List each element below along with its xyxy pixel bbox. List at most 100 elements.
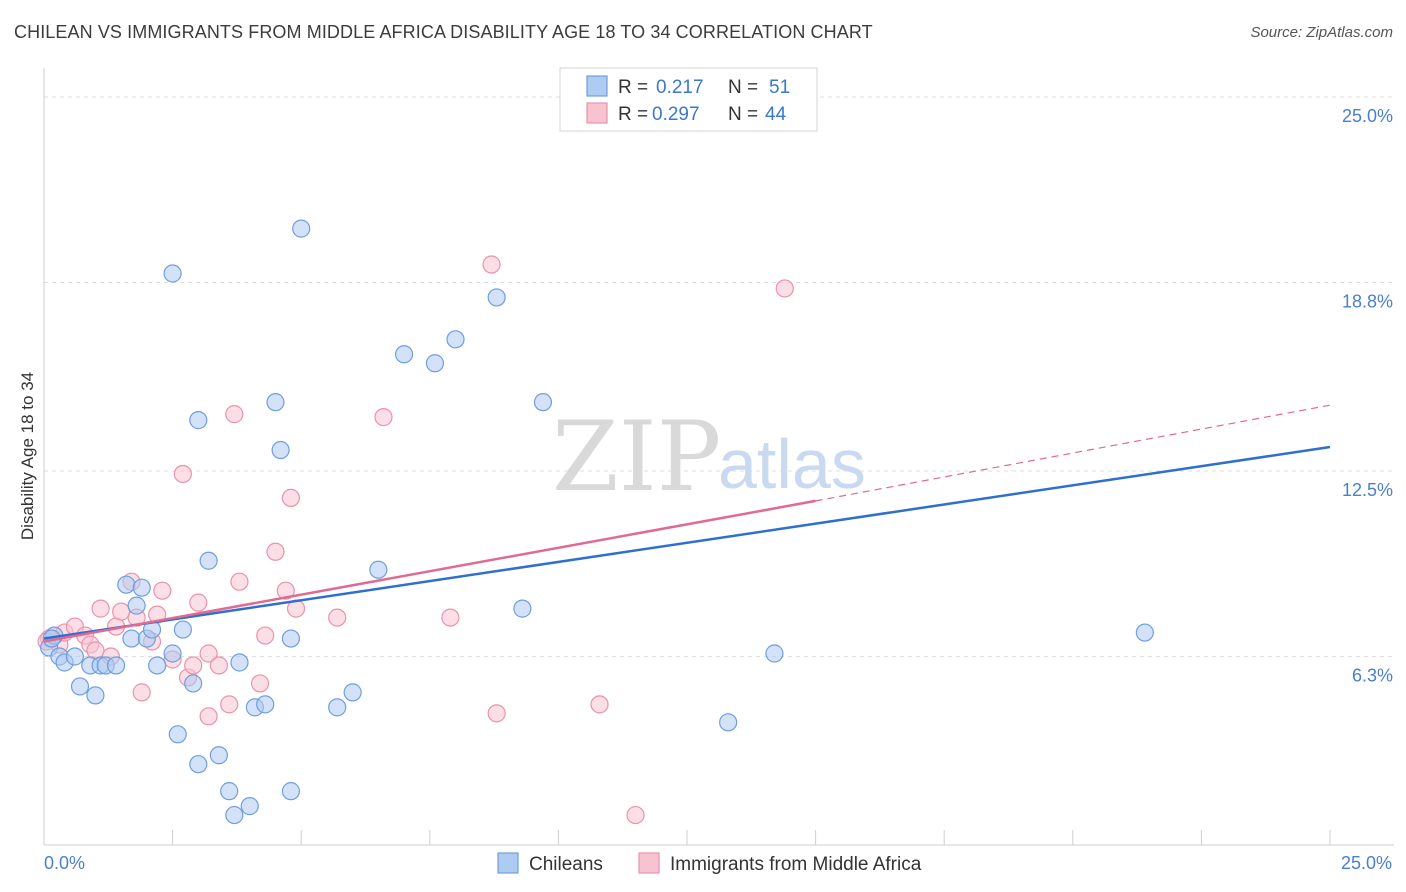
y-tick-labels: 6.3% 12.5% 18.8% 25.0% xyxy=(1342,106,1393,686)
chileans-point xyxy=(148,656,167,675)
legend-n-value-immigrants: 44 xyxy=(765,104,787,125)
chileans-point xyxy=(117,575,136,594)
chileans-point xyxy=(65,647,84,666)
bottom-legend: Chileans Immigrants from Middle Africa xyxy=(497,852,922,875)
immigrants-point xyxy=(132,683,151,702)
immigrants-point xyxy=(184,656,203,675)
immigrants-point xyxy=(626,805,645,825)
trend-lines xyxy=(43,404,1331,643)
chileans-point xyxy=(425,354,445,373)
chileans-point xyxy=(225,805,244,825)
chileans-point xyxy=(719,713,738,732)
immigrants-trend-line-extension xyxy=(815,404,1331,502)
legend-r-value-chileans: 0.217 xyxy=(656,77,704,98)
source-label: Source: ZipAtlas.com xyxy=(1250,24,1393,41)
chileans-point xyxy=(189,755,208,774)
y-tick-label: 6.3% xyxy=(1352,665,1393,685)
bottom-legend-label-chileans: Chileans xyxy=(529,854,603,875)
chileans-point xyxy=(163,264,182,283)
watermark-zip: ZIP xyxy=(552,401,721,513)
x-tick-label-min: 0.0% xyxy=(44,853,85,873)
chileans-point xyxy=(106,656,126,675)
chileans-point xyxy=(343,683,362,702)
chileans-point xyxy=(184,674,203,693)
legend-r-value-immigrants: 0.297 xyxy=(652,104,700,125)
immigrants-point xyxy=(112,602,131,621)
axes xyxy=(43,68,1394,846)
chileans-points xyxy=(40,219,1154,825)
immigrants-trend-line xyxy=(43,499,816,643)
chileans-point xyxy=(271,440,290,460)
chileans-point xyxy=(487,288,506,307)
immigrants-point xyxy=(775,279,794,298)
chileans-point xyxy=(266,393,285,412)
y-tick-label: 18.8% xyxy=(1342,291,1393,311)
immigrants-point xyxy=(153,581,172,600)
chileans-point xyxy=(394,345,414,364)
chileans-point xyxy=(163,644,182,663)
chileans-point xyxy=(168,725,187,744)
watermark-atlas: atlas xyxy=(718,425,866,503)
chileans-point xyxy=(533,393,553,412)
legend-swatch-chileans xyxy=(586,75,608,97)
x-tick-label-max: 25.0% xyxy=(1341,853,1392,873)
chileans-point xyxy=(122,629,141,648)
legend-r-label-chileans: R = xyxy=(618,77,648,98)
immigrants-point xyxy=(250,674,270,693)
legend: R = 0.217 N = 51 R = 0.297 N = 44 xyxy=(559,67,818,132)
immigrants-point xyxy=(281,488,301,508)
chileans-point xyxy=(328,698,347,717)
immigrants-point xyxy=(220,695,239,714)
immigrants-points xyxy=(37,255,794,825)
chileans-point xyxy=(189,411,208,430)
y-axis-title: Disability Age 18 to 34 xyxy=(18,372,37,540)
chileans-point xyxy=(199,551,218,570)
chileans-point xyxy=(209,746,228,765)
immigrants-point xyxy=(91,599,110,618)
bottom-legend-swatch-chileans xyxy=(497,852,519,874)
chileans-point xyxy=(173,620,192,639)
chileans-point xyxy=(446,330,465,349)
chileans-point xyxy=(220,782,239,801)
y-tick-label: 12.5% xyxy=(1342,480,1393,500)
chileans-point xyxy=(513,599,532,618)
immigrants-point xyxy=(209,656,228,675)
chart-title: CHILEAN VS IMMIGRANTS FROM MIDDLE AFRICA… xyxy=(14,22,873,42)
immigrants-point xyxy=(590,695,609,714)
bottom-legend-swatch-immigrants xyxy=(638,852,660,874)
chileans-point xyxy=(281,782,301,801)
chileans-point xyxy=(132,578,151,597)
chileans-point xyxy=(230,653,249,672)
immigrants-point xyxy=(374,408,393,427)
immigrants-point xyxy=(256,626,275,645)
chileans-point xyxy=(765,644,784,663)
immigrants-point xyxy=(276,581,295,600)
legend-n-value-chileans: 51 xyxy=(769,77,790,98)
immigrants-point xyxy=(482,255,501,274)
watermark: ZIP atlas xyxy=(552,401,866,513)
chileans-point xyxy=(369,560,388,579)
immigrants-point xyxy=(189,593,208,612)
x-tick-labels: 0.0% 25.0% xyxy=(44,853,1392,873)
chileans-trend-line xyxy=(43,445,1331,640)
chileans-point xyxy=(70,677,90,696)
legend-n-label-chileans: N = xyxy=(728,77,758,98)
immigrants-point xyxy=(328,608,347,627)
immigrants-point xyxy=(173,464,192,484)
immigrants-point xyxy=(199,707,218,726)
chileans-point xyxy=(86,686,105,705)
immigrants-point xyxy=(487,704,506,723)
legend-swatch-immigrants xyxy=(586,102,608,124)
legend-r-label-immigrants: R = xyxy=(618,104,648,125)
y-tick-label: 25.0% xyxy=(1342,106,1393,126)
legend-n-label-immigrants: N = xyxy=(728,104,758,125)
chileans-point xyxy=(127,596,146,615)
chileans-point xyxy=(240,797,259,816)
immigrants-point xyxy=(441,608,460,627)
chileans-point xyxy=(292,219,311,238)
chileans-point xyxy=(281,629,301,648)
gridlines xyxy=(44,96,1394,657)
immigrants-point xyxy=(230,572,249,591)
immigrants-point xyxy=(225,405,244,424)
